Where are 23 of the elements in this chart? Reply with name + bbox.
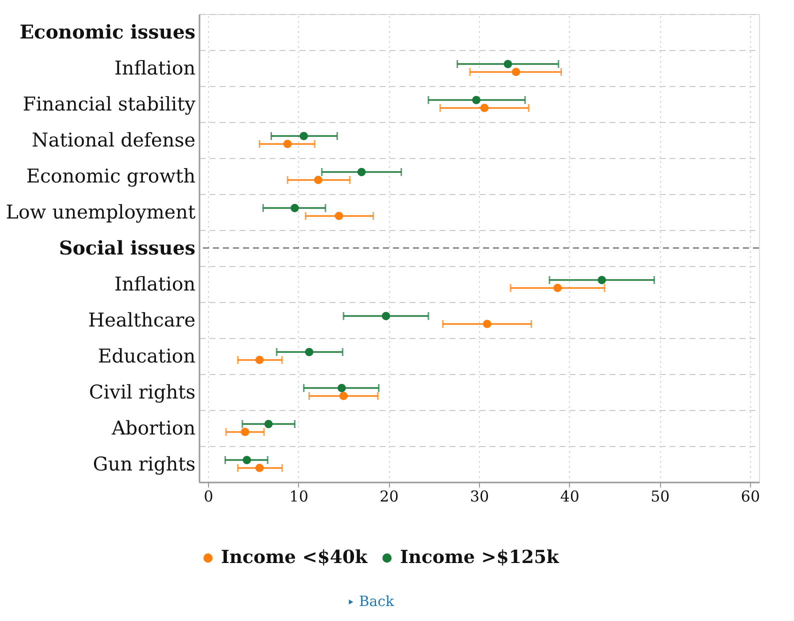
y-tick-label: Abortion xyxy=(110,418,196,440)
y-tick-label: Education xyxy=(98,346,196,368)
y-tick-label: Economic growth xyxy=(26,166,196,188)
y-tick-label: Gun rights xyxy=(92,454,196,476)
x-tick-label: 20 xyxy=(380,488,399,506)
x-tick-label: 40 xyxy=(560,488,580,506)
y-tick-label: Inflation xyxy=(114,274,196,296)
y-tick-label: Low unemployment xyxy=(6,202,196,224)
legend-label: Income >$125k xyxy=(400,547,560,568)
y-tick-label: Financial stability xyxy=(22,94,196,116)
text: Back xyxy=(359,594,394,610)
y-tick-label: Civil rights xyxy=(89,382,196,404)
y-tick-label: Social issues xyxy=(58,238,196,260)
legend-label: Income <$40k xyxy=(221,547,368,568)
y-tick-label: National defense xyxy=(32,130,196,152)
x-tick-label: 30 xyxy=(470,488,490,506)
x-tick-label: 60 xyxy=(740,488,760,506)
y-tick-label: Economic issues xyxy=(20,22,196,44)
x-tick-label: 50 xyxy=(650,488,670,506)
y-tick-label: Inflation xyxy=(114,58,196,80)
x-tick-label: 10 xyxy=(289,488,308,506)
x-tick-label: 0 xyxy=(204,488,214,506)
y-tick-label: Healthcare xyxy=(88,310,196,332)
